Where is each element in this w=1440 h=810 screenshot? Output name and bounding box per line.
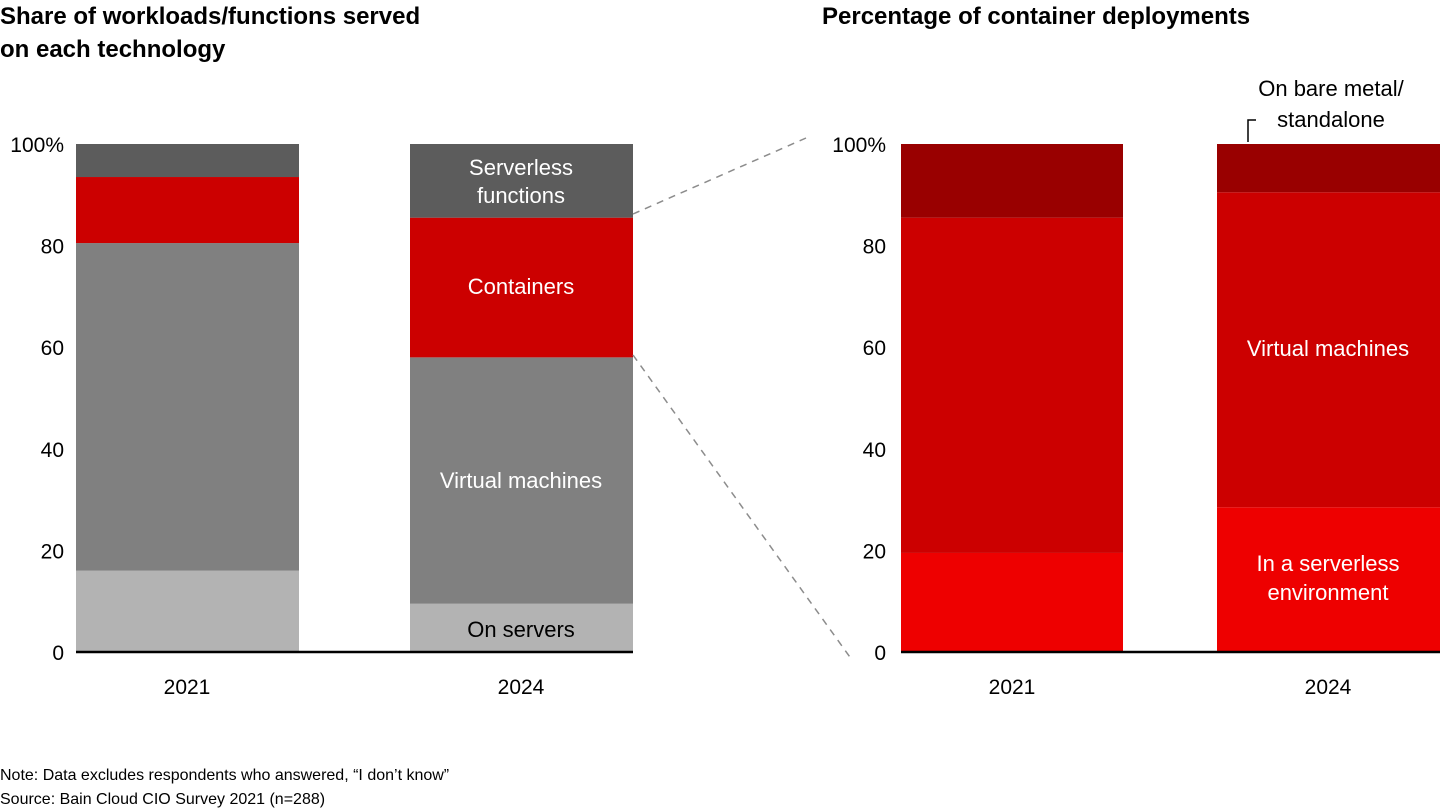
- right-y-tick-label: 20: [863, 540, 886, 563]
- right-y-tick-label: 80: [863, 236, 886, 259]
- left-y-tick-label: 60: [41, 337, 64, 360]
- left-bar-2024-segment-3: [410, 144, 633, 218]
- left-bar-2024-segment-1: [410, 357, 633, 604]
- right-x-tick-label: 2024: [1305, 676, 1352, 699]
- right-bar-2021-segment-2: [901, 144, 1123, 218]
- left-bar-2021-segment-1: [76, 243, 299, 571]
- left-bar-2021-segment-2: [76, 177, 299, 244]
- right-bar-2024-segment-1: [1217, 192, 1440, 508]
- label-virtual-machines-left: Virtual machines: [440, 468, 602, 493]
- left-x-tick-label: 2024: [498, 676, 545, 699]
- label-serverless-functions-2: functions: [477, 183, 565, 208]
- left-y-tick-label: 0: [52, 642, 64, 665]
- right-bar-2024-segment-0: [1217, 507, 1440, 652]
- right-y-tick-label: 40: [863, 439, 886, 462]
- connector-line-top: [632, 137, 807, 215]
- footnote-note: Note: Data excludes respondents who answ…: [0, 767, 449, 784]
- left-chart-title-line2: on each technology: [0, 36, 226, 63]
- left-y-tick-label: 40: [41, 439, 64, 462]
- right-bar-2024-segment-2: [1217, 144, 1440, 193]
- right-y-tick-label: 60: [863, 337, 886, 360]
- left-bar-2024-segment-0: [410, 603, 633, 652]
- right-chart: 0 20 40 60 80 100% 2021 2024: [832, 134, 1440, 699]
- left-bar-2024-segment-2: [410, 217, 633, 358]
- right-y-tick-label: 100%: [832, 134, 886, 157]
- label-containers: Containers: [468, 274, 574, 299]
- label-serverless-functions-1: Serverless: [469, 155, 573, 180]
- right-bar-2021-segment-0: [901, 552, 1123, 652]
- label-serverless-env-1: In a serverless: [1256, 551, 1399, 576]
- left-chart: 0 20 40 60 80 100% 2021 2024: [10, 134, 633, 699]
- left-y-tick-label: 20: [41, 540, 64, 563]
- left-x-tick-label: 2021: [164, 676, 211, 699]
- label-bare-metal-1: On bare metal/: [1258, 76, 1404, 101]
- right-y-tick-label: 0: [874, 642, 886, 665]
- left-bar-2021-segment-3: [76, 144, 299, 178]
- connector-line-bottom: [632, 354, 853, 661]
- label-virtual-machines-right: Virtual machines: [1247, 336, 1409, 361]
- label-serverless-env-2: environment: [1267, 580, 1388, 605]
- left-y-tick-label: 100%: [10, 134, 64, 157]
- left-chart-title-line1: Share of workloads/functions served: [0, 3, 420, 30]
- label-on-servers: On servers: [467, 617, 575, 642]
- footnote-source: Source: Bain Cloud CIO Survey 2021 (n=28…: [0, 791, 325, 808]
- bare-metal-leader-line: [1247, 119, 1256, 142]
- right-bar-2021-segment-1: [901, 217, 1123, 553]
- right-x-tick-label: 2021: [989, 676, 1036, 699]
- left-y-tick-label: 80: [41, 236, 64, 259]
- left-bar-2021-segment-0: [76, 570, 299, 652]
- right-chart-title: Percentage of container deployments: [822, 3, 1250, 30]
- label-bare-metal-2: standalone: [1277, 107, 1385, 132]
